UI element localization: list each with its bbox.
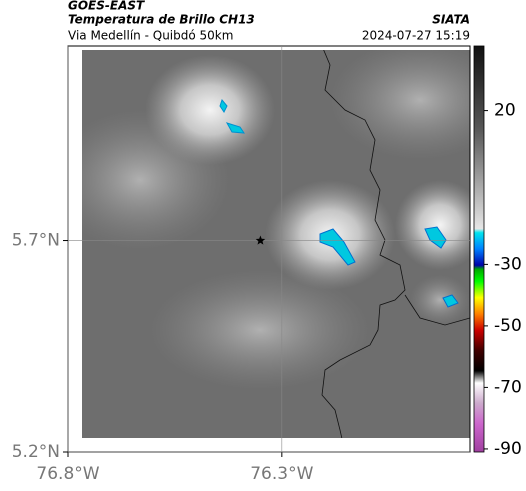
region: Via Medellín - Quibdó 50km [68, 29, 233, 43]
satellite-image [82, 50, 470, 438]
colorbar-tick-label: -30 [494, 254, 522, 274]
y-tick-label: 5.7°N [12, 231, 60, 251]
colorbar [473, 45, 485, 453]
x-tick-label: 76.3°W [250, 464, 313, 484]
source: GOES-EAST [68, 0, 145, 13]
location-marker [255, 235, 266, 245]
x-tick-label: 76.8°W [36, 464, 99, 484]
agency: SIATA [432, 13, 470, 27]
y-tick-label: 5.2°N [12, 442, 60, 462]
colorbar-tick-label: 20 [494, 101, 516, 121]
colorbar-tick-label: -50 [494, 316, 522, 336]
timestamp: 2024-07-27 15:19 [362, 29, 470, 43]
colorbar-tick-label: -90 [494, 439, 522, 459]
product: Temperatura de Brillo CH13 [68, 13, 255, 27]
colorbar-tick-label: -70 [494, 377, 522, 397]
